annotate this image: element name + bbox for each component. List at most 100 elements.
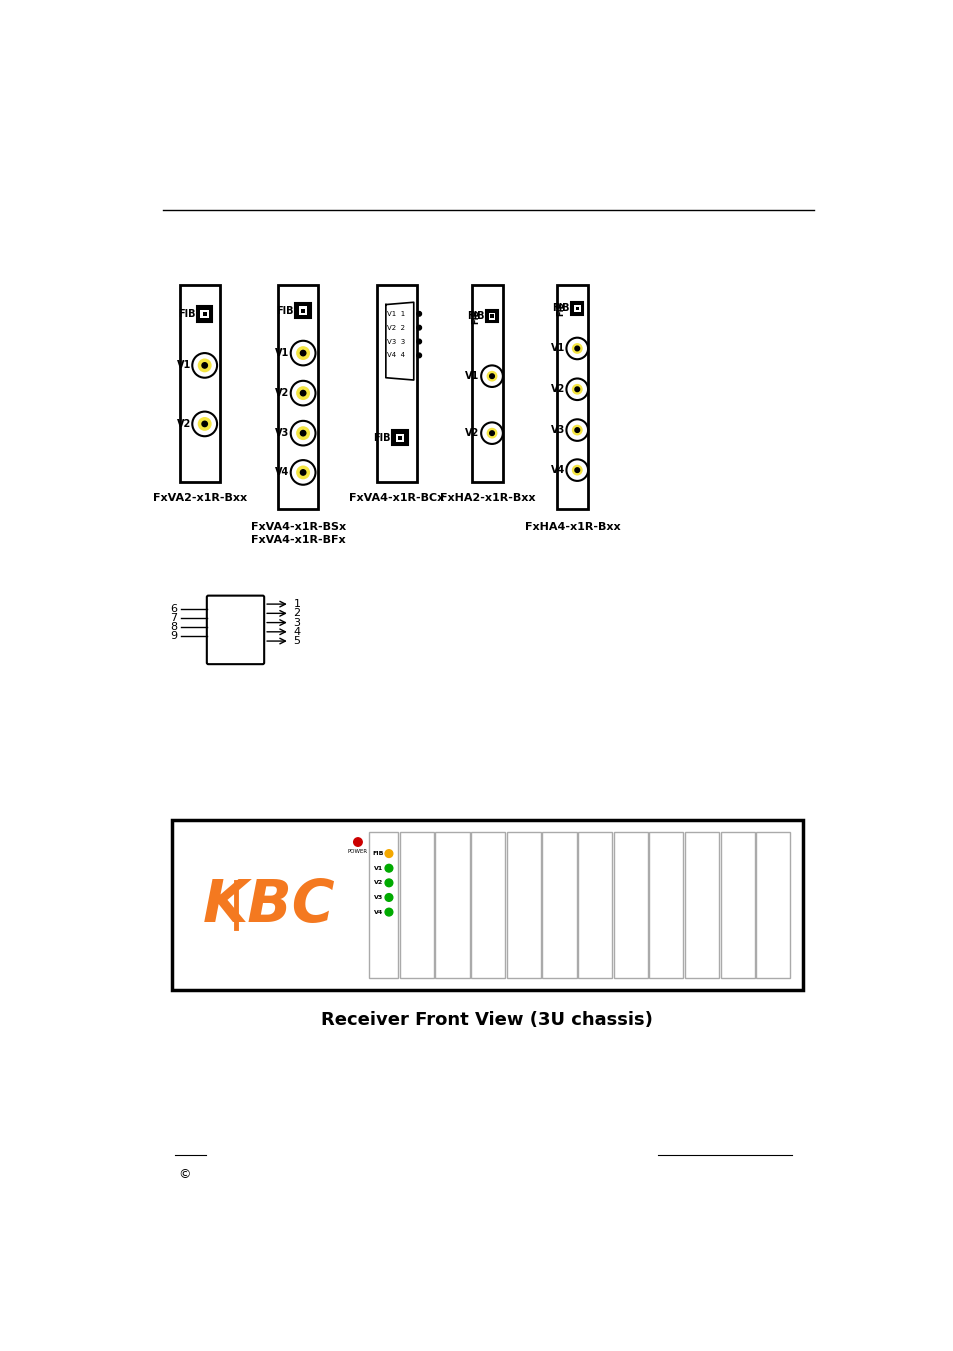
Bar [472,285,502,482]
Bar [196,307,213,322]
Text: 8: 8 [170,623,177,632]
Text: FIB: FIB [373,432,390,443]
Bar [578,832,612,978]
Circle shape [385,893,393,901]
Bar [397,435,401,440]
Text: FIB: FIB [556,301,565,316]
Text: ©: © [178,1167,191,1181]
Text: 3: 3 [294,617,300,628]
Bar [392,430,407,446]
Text: FIB: FIB [471,308,479,324]
Text: 9: 9 [170,631,177,642]
Text: 2: 2 [294,608,300,619]
Circle shape [575,346,579,351]
Circle shape [416,312,421,316]
Bar [399,832,434,978]
Text: FxVA4-x1R-BCx: FxVA4-x1R-BCx [349,493,444,503]
Text: FxVA2-x1R-Bxx: FxVA2-x1R-Bxx [152,493,247,503]
Circle shape [300,431,306,436]
Text: FxHA4-x1R-Bxx: FxHA4-x1R-Bxx [524,521,619,532]
Bar [756,832,790,978]
FancyBboxPatch shape [207,596,264,665]
Text: V4: V4 [274,467,289,477]
Text: V4: V4 [550,465,564,476]
Bar [278,285,318,508]
Bar [196,307,213,322]
Circle shape [489,374,494,378]
Circle shape [300,470,306,476]
Text: V3  3: V3 3 [387,339,405,345]
Circle shape [575,386,579,392]
Bar [392,430,407,446]
Bar [542,832,576,978]
Bar [488,312,495,319]
Circle shape [295,466,310,480]
Circle shape [575,467,579,473]
Text: FIB: FIB [552,304,569,313]
Text: V4: V4 [374,909,383,915]
Bar [369,832,397,978]
Text: V1: V1 [374,866,383,870]
Text: V2  2: V2 2 [387,324,405,331]
Bar [395,434,404,442]
Bar [571,303,583,315]
Bar [557,285,587,508]
Bar [295,303,311,319]
Text: POWER: POWER [348,848,368,854]
Circle shape [354,838,362,846]
Text: V3: V3 [550,426,564,435]
Text: V2: V2 [176,419,191,428]
Circle shape [202,362,207,367]
Bar [506,832,540,978]
Text: FxHA2-x1R-Bxx: FxHA2-x1R-Bxx [439,493,535,503]
Circle shape [385,850,393,858]
Text: V1: V1 [176,361,191,370]
Circle shape [575,428,579,432]
Text: V3: V3 [274,428,289,438]
Circle shape [197,358,212,373]
Circle shape [295,386,310,400]
Circle shape [486,370,497,381]
Bar [172,820,802,990]
Bar [471,832,505,978]
Text: V4  4: V4 4 [387,353,405,358]
Text: Receiver Front View (3U chassis): Receiver Front View (3U chassis) [321,1012,653,1029]
Circle shape [197,417,212,431]
Circle shape [571,343,582,354]
Circle shape [416,326,421,330]
Text: V2: V2 [550,384,564,394]
Circle shape [571,384,582,394]
Text: V2: V2 [274,388,289,399]
Circle shape [295,346,310,359]
Bar [575,307,578,311]
Bar [490,315,494,317]
Bar [684,832,719,978]
Text: V1  1: V1 1 [387,311,405,317]
Circle shape [416,353,421,358]
Circle shape [300,350,306,355]
Bar [298,307,307,315]
Circle shape [385,880,393,886]
Text: V1: V1 [465,372,479,381]
Circle shape [385,908,393,916]
Text: FIB: FIB [177,309,195,319]
Bar [376,285,416,482]
Text: FIB: FIB [276,305,294,316]
Circle shape [571,424,582,435]
Bar [295,303,311,319]
Text: 5: 5 [294,636,300,646]
Text: 7: 7 [170,613,177,623]
Circle shape [571,465,582,476]
Text: FxVA4-x1R-BSx
FxVA4-x1R-BFx: FxVA4-x1R-BSx FxVA4-x1R-BFx [251,521,346,544]
Circle shape [300,390,306,396]
Text: V3: V3 [374,894,383,900]
Text: 6: 6 [171,604,177,613]
Bar [202,312,207,316]
Text: FIB: FIB [466,311,484,322]
Text: KBC: KBC [202,877,335,934]
Circle shape [489,431,494,435]
Text: V1: V1 [274,349,289,358]
Bar [300,308,305,313]
Bar [200,309,209,317]
Bar [435,832,469,978]
